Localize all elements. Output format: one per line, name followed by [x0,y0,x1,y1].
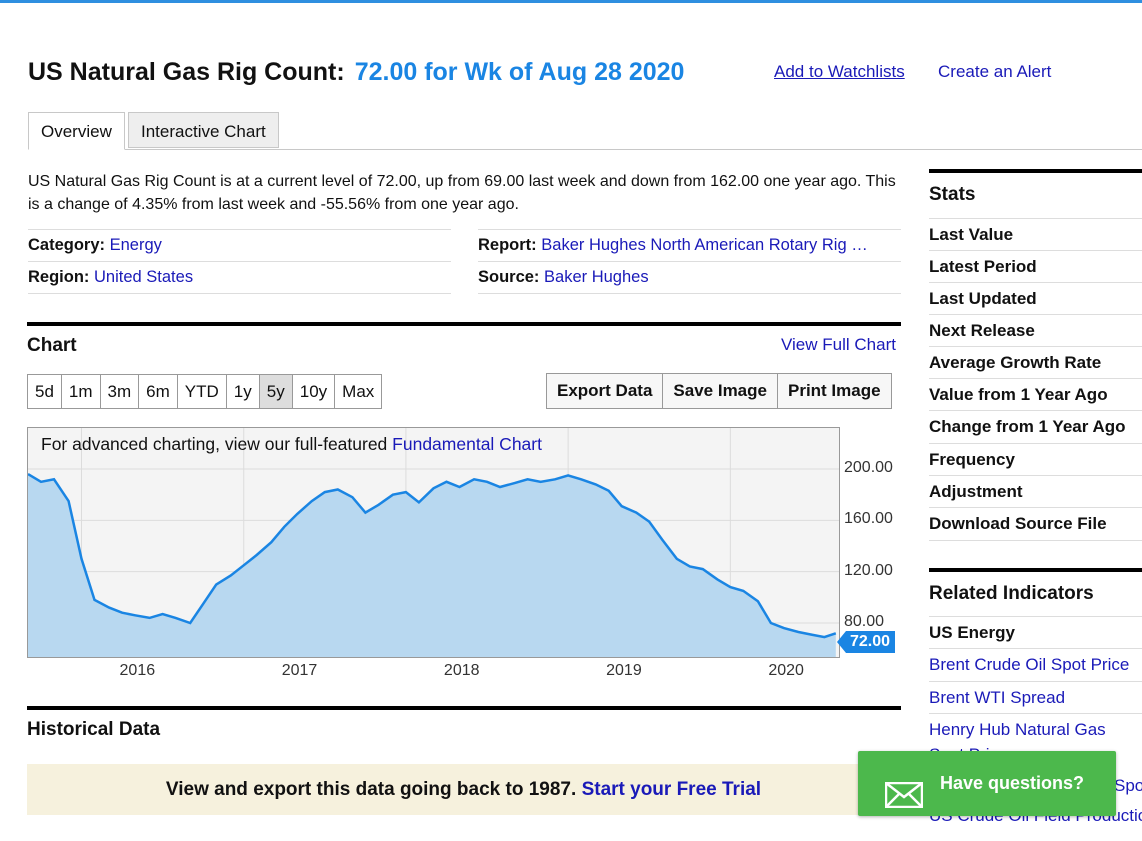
report-link[interactable]: Baker Hughes North American Rotary Rig … [541,236,868,254]
historical-section-heading: Historical Data [27,706,901,741]
chart-section-heading: Chart [27,322,901,357]
series-area [28,474,836,657]
stat-change-1y-ago: Change from 1 Year Ago [929,410,1142,443]
related-group-us-energy: US Energy [929,616,1142,649]
category-link[interactable]: Energy [109,236,162,254]
view-full-chart-link[interactable]: View Full Chart [781,335,896,354]
related-brent-wti-link[interactable]: Brent WTI Spread [929,681,1142,714]
stat-next-release: Next Release [929,314,1142,347]
range-selector: 5d 1m 3m 6m YTD 1y 5y 10y Max [27,374,383,409]
free-trial-link[interactable]: Start your Free Trial [581,779,762,800]
range-1y-button[interactable]: 1y [226,375,260,408]
stats-heading: Stats [929,169,1142,217]
region-label: Region: [28,268,90,286]
top-accent-bar [0,0,1142,3]
tab-bar: Overview Interactive Chart [28,112,1142,150]
source-label: Source: [478,268,540,286]
stat-last-value: Last Value [929,218,1142,251]
current-value-tag: 72.00 [836,631,896,653]
range-max-button[interactable]: Max [335,375,382,408]
range-1m-button[interactable]: 1m [61,375,101,408]
stat-last-updated: Last Updated [929,282,1142,315]
y-tick-label: 120.00 [844,561,893,579]
related-title: Related Indicators [929,583,1094,604]
page-title: US Natural Gas Rig Count: 72.00 for Wk of… [28,58,684,87]
have-questions-label: Have questions? [940,773,1085,793]
have-questions-widget[interactable]: Have questions? [858,751,1116,816]
indicator-name: US Natural Gas Rig Count: [28,58,345,86]
range-5d-button[interactable]: 5d [28,375,62,408]
stats-title: Stats [929,184,976,205]
y-tick-label: 80.00 [844,613,885,630]
related-brent-crude-link[interactable]: Brent Crude Oil Spot Price [929,648,1142,681]
tab-interactive-chart[interactable]: Interactive Chart [128,112,279,148]
range-ytd-button[interactable]: YTD [177,375,227,408]
x-tick-label: 2018 [443,662,480,679]
category-label: Category: [28,236,106,254]
fundamental-chart-link[interactable]: Fundamental Chart [392,434,542,454]
range-6m-button[interactable]: 6m [139,375,178,408]
related-spot-link[interactable]: Spot [1114,776,1142,795]
y-tick-label: 160.00 [844,510,893,528]
x-tick-label: 2017 [281,662,318,679]
range-3m-button[interactable]: 3m [100,375,140,408]
save-image-button[interactable]: Save Image [663,374,778,408]
chart-note: For advanced charting, view our full-fea… [41,434,542,455]
indicator-value: 72.00 for Wk of Aug 28 2020 [354,58,685,86]
category-row: Category: Energy [28,229,451,261]
create-alert-link[interactable]: Create an Alert [938,62,1052,81]
chart-svg [28,428,839,657]
report-row: Report: Baker Hughes North American Rota… [478,229,901,261]
stat-average-growth-rate: Average Growth Rate [929,346,1142,379]
source-row: Source: Baker Hughes [478,261,901,294]
print-image-button[interactable]: Print Image [777,374,891,408]
chart-note-text: For advanced charting, view our full-fea… [41,434,388,454]
export-data-button[interactable]: Export Data [547,374,664,408]
related-heading: Related Indicators [929,568,1142,616]
source-link[interactable]: Baker Hughes [544,268,649,286]
x-tick-label: 2016 [119,662,156,679]
trial-promo-banner: View and export this data going back to … [27,764,900,815]
stat-latest-period: Latest Period [929,250,1142,283]
x-tick-label: 2020 [768,662,804,679]
stat-adjustment: Adjustment [929,475,1142,508]
tab-overview[interactable]: Overview [28,112,125,150]
range-10y-button[interactable]: 10y [292,375,336,408]
stat-value-1y-ago: Value from 1 Year Ago [929,378,1142,411]
range-5y-button[interactable]: 5y [259,375,293,408]
region-row: Region: United States [28,261,451,294]
region-link[interactable]: United States [94,268,194,286]
chart-plot-area: For advanced charting, view our full-fea… [27,427,840,658]
x-tick-label: 2019 [606,662,642,679]
stat-frequency: Frequency [929,443,1142,476]
y-tick-label: 200.00 [844,459,893,476]
chart-heading: Chart [27,335,77,356]
chart-actions: Export Data Save Image Print Image [546,373,892,409]
promo-text: View and export this data going back to … [165,779,577,800]
historical-heading: Historical Data [27,719,161,740]
stat-download-source-file[interactable]: Download Source File [929,507,1142,541]
indicator-description: US Natural Gas Rig Count is at a current… [28,173,896,213]
envelope-icon [884,770,924,835]
report-label: Report: [478,236,537,254]
add-to-watchlists-link[interactable]: Add to Watchlists [774,62,905,81]
